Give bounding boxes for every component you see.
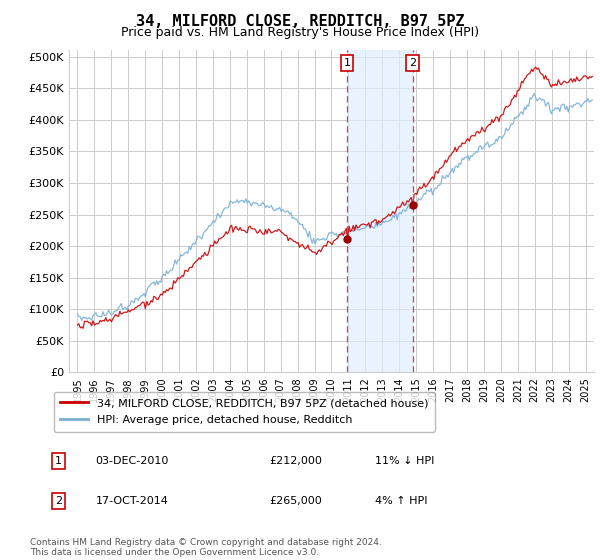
Text: 1: 1 bbox=[344, 58, 350, 68]
Text: £212,000: £212,000 bbox=[270, 456, 323, 466]
Text: 4% ↑ HPI: 4% ↑ HPI bbox=[376, 496, 428, 506]
Text: 2: 2 bbox=[409, 58, 416, 68]
Text: 1: 1 bbox=[55, 456, 62, 466]
Text: £265,000: £265,000 bbox=[270, 496, 323, 506]
Bar bbox=[347, 50, 413, 372]
Text: 34, MILFORD CLOSE, REDDITCH, B97 5PZ: 34, MILFORD CLOSE, REDDITCH, B97 5PZ bbox=[136, 14, 464, 29]
Text: 11% ↓ HPI: 11% ↓ HPI bbox=[376, 456, 435, 466]
Text: 03-DEC-2010: 03-DEC-2010 bbox=[95, 456, 169, 466]
Text: 2: 2 bbox=[55, 496, 62, 506]
Text: 17-OCT-2014: 17-OCT-2014 bbox=[95, 496, 169, 506]
Text: Price paid vs. HM Land Registry's House Price Index (HPI): Price paid vs. HM Land Registry's House … bbox=[121, 26, 479, 39]
Text: Contains HM Land Registry data © Crown copyright and database right 2024.
This d: Contains HM Land Registry data © Crown c… bbox=[30, 538, 382, 557]
Legend: 34, MILFORD CLOSE, REDDITCH, B97 5PZ (detached house), HPI: Average price, detac: 34, MILFORD CLOSE, REDDITCH, B97 5PZ (de… bbox=[53, 391, 435, 432]
